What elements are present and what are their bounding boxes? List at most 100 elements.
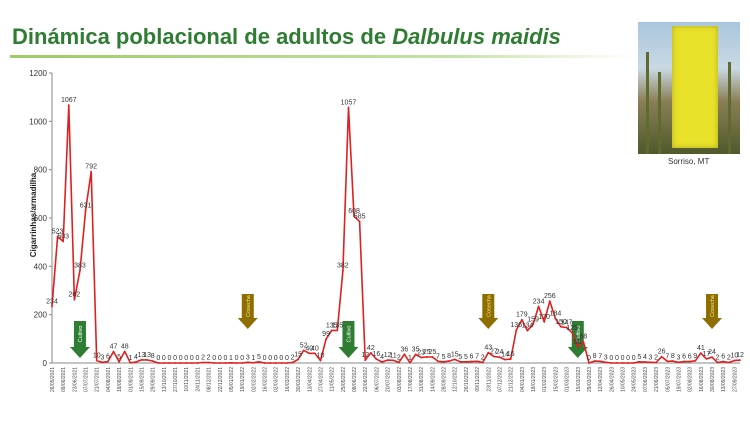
data-label: 5: [117, 354, 121, 361]
data-point: [425, 356, 428, 358]
x-tick-label: 01/03/2023: [565, 367, 571, 392]
data-point: [666, 360, 669, 363]
data-label: 41: [697, 345, 705, 352]
data-label: 6: [721, 354, 725, 361]
data-point: [67, 104, 70, 107]
data-point: [711, 356, 713, 359]
x-tick-label: 05/01/2022: [229, 367, 235, 392]
data-point: [392, 359, 395, 362]
data-point: [90, 170, 93, 173]
data-label: 608: [348, 208, 360, 215]
data-label: 1: [229, 355, 233, 362]
x-tick-label: 13/09/2023: [721, 367, 727, 392]
x-tick-label: 22/12/2021: [218, 367, 224, 392]
data-label: 11: [390, 352, 397, 359]
x-tick-label: 11/05/2022: [330, 367, 336, 392]
cultivo-arrow-label: Cultivo: [576, 326, 582, 343]
data-point: [459, 360, 462, 363]
data-point: [84, 209, 87, 212]
data-label: 234: [46, 298, 58, 305]
data-point: [162, 362, 165, 364]
data-label: 150: [555, 319, 567, 326]
data-point: [465, 360, 467, 363]
x-tick-label: 09/06/2021: [61, 367, 67, 392]
data-point: [353, 215, 355, 217]
data-label: 0: [173, 355, 177, 362]
data-point: [571, 331, 574, 334]
x-tick-label: 04/08/2021: [106, 367, 112, 392]
data-label: 0: [179, 355, 183, 362]
data-point: [241, 362, 244, 364]
data-point: [213, 362, 216, 364]
data-label: 147: [561, 319, 573, 326]
data-label: 134: [522, 323, 534, 330]
data-label: 15: [294, 351, 302, 358]
data-label: 99: [322, 331, 330, 338]
data-point: [118, 360, 121, 363]
data-point: [476, 360, 479, 363]
cosecha-arrow: Cosecha: [478, 294, 499, 329]
data-point: [230, 361, 232, 364]
data-label: 13: [138, 352, 146, 359]
cultivo-arrow-body: [73, 321, 86, 347]
data-point: [688, 360, 691, 363]
data-label: 12: [384, 352, 392, 359]
data-point: [515, 329, 518, 332]
data-point: [532, 323, 534, 326]
data-label: 66: [574, 339, 582, 346]
data-label: 17: [703, 351, 711, 358]
data-point: [112, 350, 115, 353]
data-label: 8: [593, 353, 597, 360]
cosecha-arrow-body: [241, 294, 254, 318]
data-label: 6: [682, 354, 686, 361]
data-label: 16: [507, 351, 515, 358]
data-point: [381, 361, 383, 363]
data-label: 0: [190, 355, 194, 362]
data-label: 159: [527, 317, 539, 324]
data-label: 0: [268, 355, 272, 362]
data-label: 0: [218, 355, 222, 362]
data-point: [722, 360, 725, 363]
data-label: 262: [69, 292, 81, 299]
data-label: 47: [110, 344, 118, 351]
data-point: [431, 356, 434, 358]
cultivo-arrow: Cultivo: [69, 321, 90, 358]
data-label: 5: [257, 354, 261, 361]
data-label: 0: [615, 355, 619, 362]
data-label: 2: [291, 355, 295, 362]
data-point: [677, 361, 680, 364]
data-label: 10: [93, 353, 101, 360]
data-label: 256: [544, 293, 556, 300]
x-tick-label: 10/05/2023: [621, 367, 627, 392]
data-label: 2: [716, 355, 720, 362]
x-tick-label: 23/11/2022: [486, 367, 492, 392]
data-label: 5: [464, 354, 468, 361]
sticky-trap: [672, 26, 718, 148]
cultivo-arrow-head: [338, 347, 359, 358]
cosecha-arrow: Cosecha: [702, 294, 723, 329]
data-label: 0: [162, 355, 166, 362]
data-label: 0: [235, 355, 239, 362]
data-label: 25: [428, 349, 436, 356]
cosecha-arrow-body: [482, 294, 495, 318]
data-point: [397, 361, 400, 364]
data-point: [649, 361, 652, 364]
data-point: [437, 360, 439, 363]
data-point: [157, 362, 160, 364]
data-label: 2: [201, 355, 205, 362]
data-point: [313, 352, 316, 355]
x-tick-label: 06/07/2022: [374, 367, 380, 392]
data-point: [280, 362, 283, 364]
data-label: 135: [331, 322, 343, 329]
data-point: [224, 362, 227, 364]
x-tick-label: 01/09/2021: [128, 367, 134, 392]
data-point: [621, 362, 624, 364]
x-tick-label: 27/04/2022: [318, 367, 324, 392]
data-point: [660, 355, 663, 358]
cultivo-arrow-label: Cultivo: [78, 326, 84, 343]
data-point: [498, 356, 501, 359]
cosecha-arrow: Cosecha: [237, 294, 258, 329]
x-tick-label: 24/05/2023: [632, 367, 638, 392]
x-tick-label: 07/07/2021: [84, 367, 90, 392]
cosecha-arrow-label: Cosecha: [246, 294, 252, 317]
